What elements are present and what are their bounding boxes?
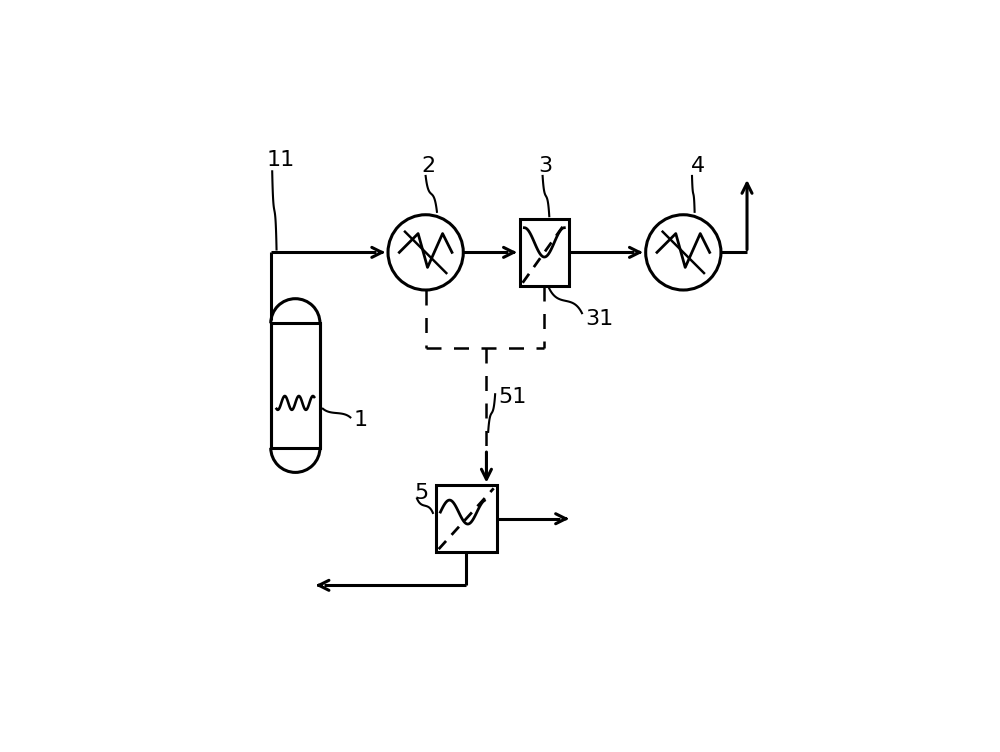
Bar — [271, 323, 320, 447]
Text: 5: 5 — [414, 483, 428, 502]
Circle shape — [646, 215, 721, 290]
Text: 11: 11 — [266, 150, 295, 170]
Text: 31: 31 — [585, 309, 613, 329]
Bar — [436, 486, 497, 552]
Text: 51: 51 — [498, 387, 526, 407]
Text: 4: 4 — [691, 156, 705, 175]
Text: 1: 1 — [353, 411, 367, 430]
Circle shape — [388, 215, 463, 290]
Bar — [520, 219, 569, 286]
Text: 3: 3 — [538, 156, 553, 175]
Text: 2: 2 — [421, 156, 436, 175]
